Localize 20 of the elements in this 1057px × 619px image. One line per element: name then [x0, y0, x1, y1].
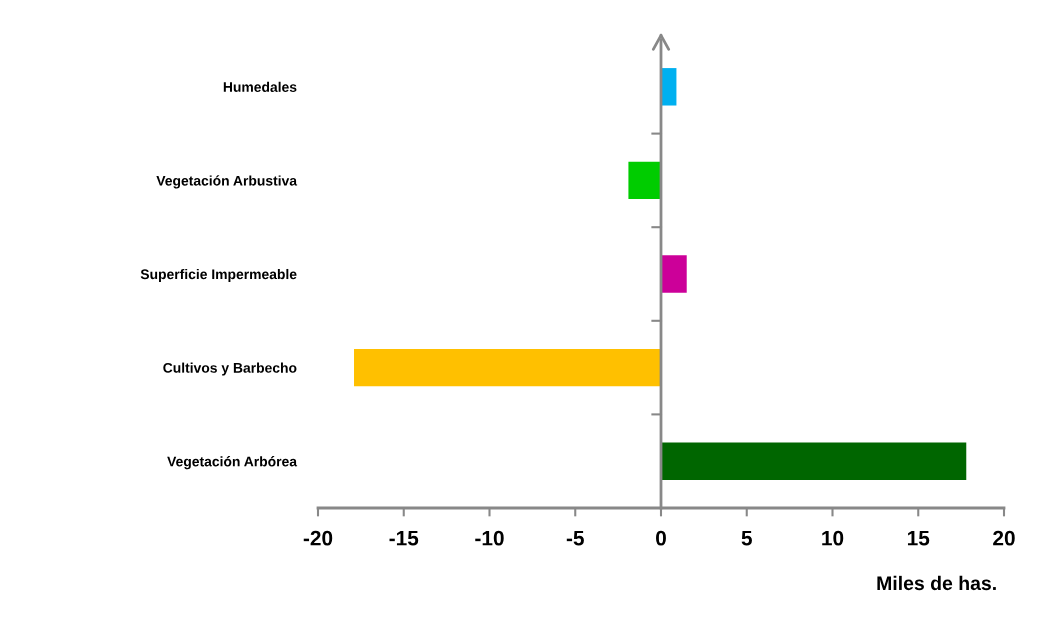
y-tick-label: Superficie Impermeable [140, 268, 297, 282]
bar [628, 161, 661, 200]
y-tick-label: Vegetación Arbustiva [156, 175, 298, 189]
x-tick-label: -10 [475, 530, 504, 546]
x-axis-title: Miles de has. [877, 575, 996, 591]
bar [661, 255, 687, 293]
x-tick-label: 5 [741, 530, 752, 546]
bar [354, 348, 661, 387]
y-tick-label: Cultivos y Barbecho [163, 362, 297, 376]
x-tick-label: 15 [907, 530, 930, 546]
bar [661, 68, 677, 106]
bar [661, 442, 967, 480]
x-tick-label: -15 [389, 530, 419, 546]
x-tick-label: 20 [993, 530, 1015, 546]
x-tick-label: -5 [566, 530, 584, 546]
x-tick-label: -20 [303, 530, 333, 546]
y-tick-label: Vegetación Arbórea [167, 456, 298, 470]
y-tick-label: Humedales [223, 81, 297, 92]
x-tick-label: 10 [822, 530, 844, 546]
x-tick-label: 0 [656, 530, 666, 546]
